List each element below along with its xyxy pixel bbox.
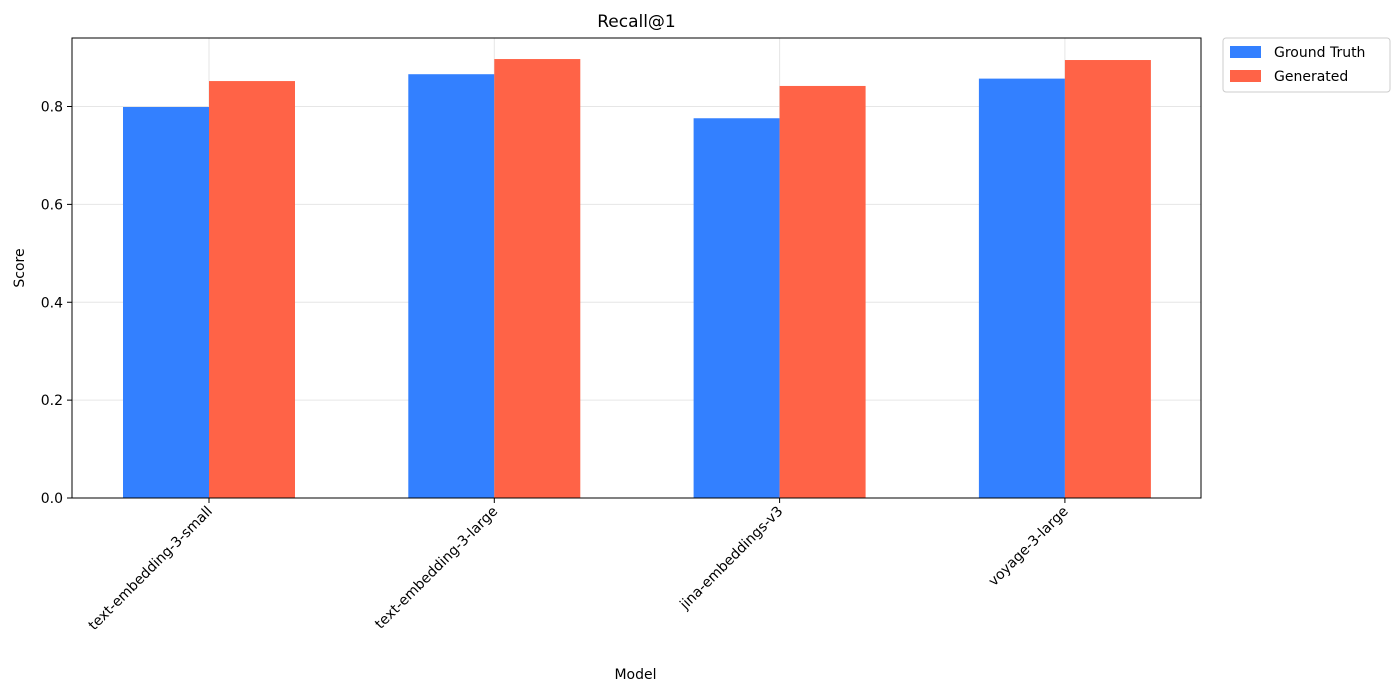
bar xyxy=(1064,60,1151,499)
legend-label: Generated xyxy=(1274,69,1348,85)
x-tick-label: text-embedding-3-small xyxy=(86,504,216,634)
y-tick-label: 0.6 xyxy=(41,197,63,213)
bar xyxy=(978,78,1065,499)
y-tick-label: 0.0 xyxy=(41,491,63,507)
bars xyxy=(123,59,1151,499)
bar xyxy=(693,118,780,499)
plot-frame xyxy=(71,37,1202,499)
bar xyxy=(494,59,581,499)
x-tick-label: jina-embeddings-v3 xyxy=(676,504,786,614)
legend: Ground Truth Generated xyxy=(1222,37,1391,93)
x-tick-label: voyage-3-large xyxy=(986,504,1072,590)
x-axis-ticks: text-embedding-3-small text-embedding-3-l… xyxy=(86,498,1072,634)
y-tick-label: 0.2 xyxy=(41,393,63,409)
legend-label: Ground Truth xyxy=(1274,45,1365,61)
legend-swatch xyxy=(1230,46,1261,58)
y-axis-title: Score xyxy=(12,248,28,287)
y-tick-label: 0.4 xyxy=(41,295,63,311)
y-axis-ticks: 0.0 0.2 0.4 0.6 0.8 xyxy=(41,100,72,507)
bar xyxy=(123,107,209,498)
legend-swatch xyxy=(1230,70,1261,82)
bar xyxy=(209,81,295,498)
legend-box xyxy=(1222,37,1391,93)
chart-title: Recall@1 xyxy=(597,12,676,32)
bar xyxy=(408,74,495,498)
x-axis-title: Model xyxy=(614,667,656,683)
y-tick-label: 0.8 xyxy=(41,100,63,116)
x-tick-label: text-embedding-3-large xyxy=(372,504,501,633)
bar xyxy=(779,85,866,498)
